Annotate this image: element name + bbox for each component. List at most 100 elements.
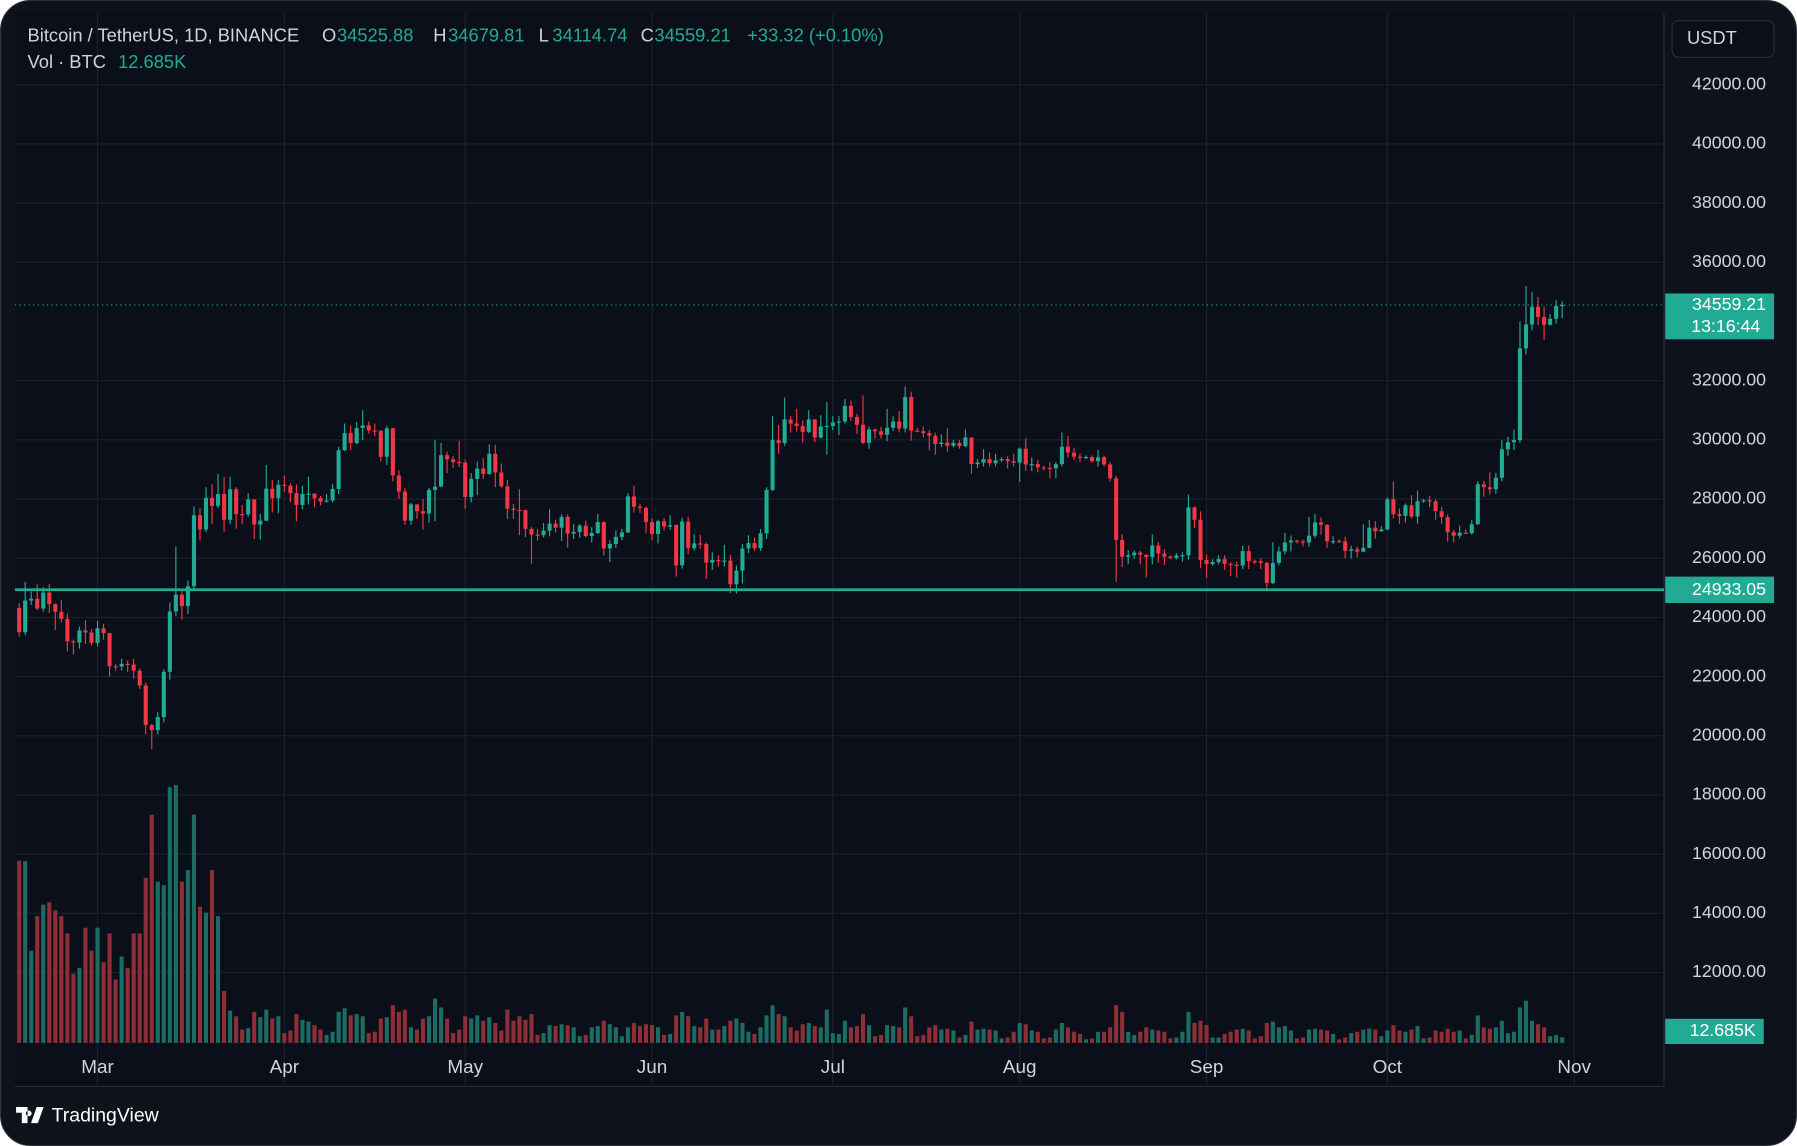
volume-bar	[541, 1033, 546, 1043]
candle-body	[173, 594, 178, 612]
candle-body	[1306, 535, 1312, 543]
volume-bar	[107, 933, 112, 1043]
volume-bar	[197, 906, 203, 1043]
y-tick-label: 12000.00	[1692, 961, 1766, 981]
candle-body	[1114, 478, 1119, 540]
candle-body	[1312, 522, 1318, 536]
volume-bar	[324, 1034, 329, 1043]
candle-body	[643, 507, 649, 523]
candle-body	[547, 523, 552, 531]
candle-body	[1150, 545, 1155, 558]
currency-button[interactable]	[1671, 20, 1775, 58]
volume-bar	[559, 1024, 564, 1043]
volume-bar	[523, 1019, 528, 1043]
volume-bar	[414, 1029, 420, 1043]
volume-bar	[842, 1020, 847, 1043]
candle-body	[656, 521, 661, 534]
candle-body	[59, 611, 64, 619]
volume-bar	[439, 1007, 444, 1043]
volume-bar	[1252, 1038, 1257, 1043]
volume-bar	[149, 814, 154, 1043]
candle-body	[1246, 551, 1251, 562]
currency-label[interactable]: USDT	[1687, 27, 1737, 48]
volume-bar	[1150, 1029, 1155, 1043]
candle-body	[234, 489, 239, 515]
candle-body	[891, 421, 896, 428]
volume-bar	[662, 1034, 667, 1043]
candle-body	[348, 433, 353, 444]
candle-body	[179, 594, 184, 607]
volume-pane	[17, 785, 1565, 1043]
volume-bar	[607, 1024, 612, 1043]
candle-body	[1529, 306, 1535, 325]
candle-body	[1192, 507, 1197, 520]
candle-body	[41, 592, 46, 609]
candle-body	[649, 522, 655, 534]
open-letter: O	[322, 25, 336, 46]
candle-body	[408, 504, 413, 521]
volume-bar	[800, 1024, 805, 1043]
candle-body	[137, 670, 142, 686]
candle-body	[523, 510, 528, 529]
candle-body	[1234, 564, 1239, 566]
volume-bar	[35, 916, 40, 1043]
candle-body	[1210, 562, 1215, 565]
volume-bar	[1306, 1029, 1312, 1043]
candle-body	[1294, 540, 1300, 542]
volume-bar	[716, 1029, 721, 1043]
candle-body	[854, 417, 860, 425]
volume-bar	[469, 1018, 474, 1043]
candle-body	[1433, 501, 1438, 512]
candle-body	[824, 425, 829, 428]
volume-bar	[1234, 1029, 1239, 1043]
volume-bar	[927, 1027, 932, 1043]
volume-bar	[1542, 1027, 1547, 1043]
candle-body	[662, 521, 667, 527]
volume-bar	[41, 904, 46, 1043]
candle-body	[95, 628, 100, 643]
candle-body	[999, 459, 1004, 461]
volume-bar	[71, 973, 76, 1043]
volume-bar	[1126, 1031, 1131, 1043]
candle-body	[1331, 541, 1336, 543]
candle-body	[264, 488, 269, 521]
volume-bar	[1156, 1030, 1161, 1043]
candle-body	[517, 509, 522, 512]
volume-bar	[668, 1033, 673, 1043]
volume-bar	[619, 1036, 624, 1043]
candle-body	[553, 523, 558, 528]
volume-bar	[565, 1025, 570, 1043]
volume-bar	[1089, 1038, 1095, 1043]
volume-bar	[535, 1034, 540, 1043]
candle-body	[830, 422, 835, 426]
volume-bar	[999, 1038, 1004, 1043]
volume-bar	[95, 927, 100, 1043]
candle-body	[1337, 541, 1342, 543]
volume-bar	[378, 1018, 383, 1043]
candle-body	[752, 543, 757, 549]
candle-body	[276, 484, 281, 499]
low-letter: L	[539, 25, 549, 46]
volume-bar	[698, 1027, 703, 1043]
volume-bar	[1083, 1039, 1089, 1043]
volume-bar	[1319, 1029, 1324, 1043]
y-tick-label: 18000.00	[1692, 784, 1766, 804]
volume-bar	[589, 1027, 594, 1043]
volume-bar	[1228, 1031, 1233, 1043]
volume-bar	[824, 1009, 829, 1043]
volume-bar	[1264, 1022, 1269, 1043]
volume-bar	[1011, 1031, 1016, 1043]
candle-body	[897, 421, 902, 429]
volume-bar	[330, 1031, 335, 1043]
volume-bar	[734, 1018, 739, 1043]
candle-body	[29, 598, 34, 601]
volume-bar	[228, 1010, 233, 1043]
candle-body	[1053, 464, 1058, 469]
y-tick-label: 24000.00	[1692, 606, 1766, 626]
candle-body	[1270, 562, 1275, 584]
volume-bar	[59, 916, 64, 1043]
candle-body	[927, 433, 932, 436]
volume-bar	[1493, 1027, 1498, 1043]
volume-bar	[119, 956, 124, 1043]
volume-bar	[264, 1009, 269, 1043]
